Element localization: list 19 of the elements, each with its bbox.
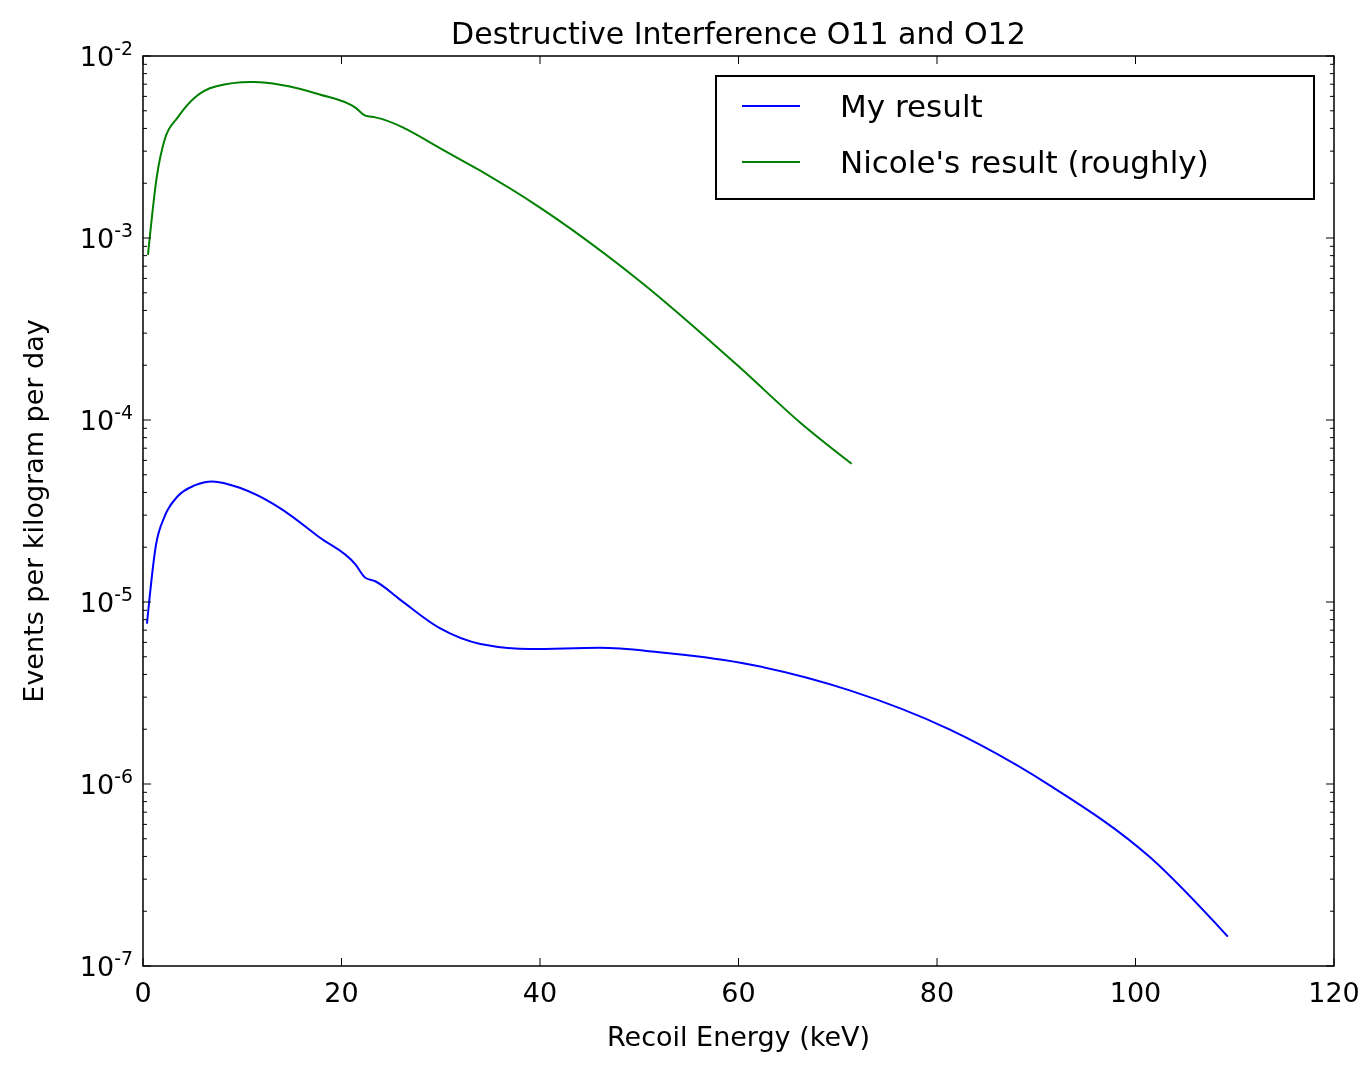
x-tick-label: 80: [919, 977, 955, 1008]
y-axis-title: Events per kilogram per day: [18, 319, 49, 703]
x-tick-label: 100: [1109, 977, 1162, 1008]
x-axis-title: Recoil Energy (keV): [606, 1021, 871, 1052]
x-tick-label: 40: [522, 977, 558, 1008]
y-tick-label: 10$^{-6}$: [79, 765, 133, 800]
legend-label: My result: [840, 88, 983, 124]
y-tick-label: 10$^{-3}$: [79, 219, 133, 254]
x-tick-label: 0: [134, 977, 152, 1008]
legend-label: Nicole's result (roughly): [840, 144, 1209, 180]
y-tick-label: 10$^{-7}$: [79, 947, 133, 982]
x-tick-label: 120: [1308, 977, 1360, 1008]
y-tick-label: 10$^{-4}$: [79, 401, 133, 436]
x-tick-label: 60: [721, 977, 756, 1008]
y-tick-label: 10$^{-5}$: [79, 583, 133, 618]
x-tick-label: 20: [324, 977, 359, 1008]
chart-title: Destructive Interference O11 and O12: [451, 16, 1026, 51]
y-tick-label: 10$^{-2}$: [79, 37, 133, 72]
line-series: [145, 480, 1229, 938]
